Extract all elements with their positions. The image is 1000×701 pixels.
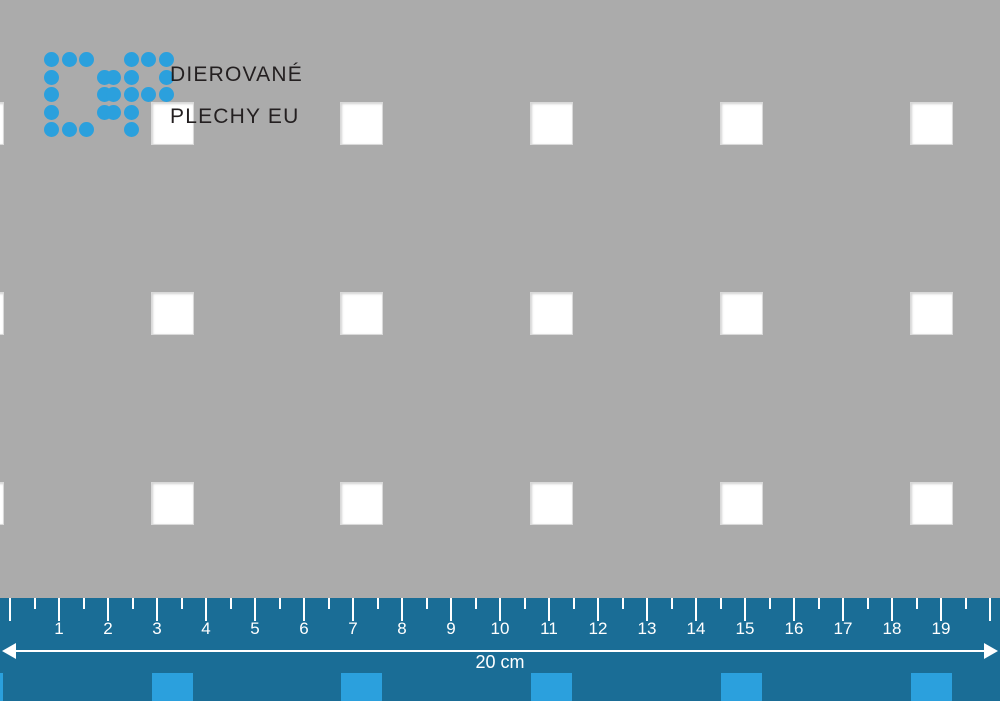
ruler-tick-minor [33, 598, 36, 609]
ruler-tick-major [254, 598, 256, 621]
hole-column-marker [911, 673, 952, 701]
ruler-tick-minor [425, 598, 428, 609]
ruler-tick-major [499, 598, 501, 621]
ruler-tick-minor [376, 598, 379, 609]
ruler-tick-major [695, 598, 697, 621]
perforation-hole [341, 103, 382, 144]
ruler-tick-minor [327, 598, 330, 609]
ruler-tick-major [107, 598, 109, 621]
hole-column-marker [341, 673, 382, 701]
hole-column-marker [0, 673, 3, 701]
ruler-tick-major [450, 598, 452, 621]
perforation-hole [531, 103, 572, 144]
ruler-tick-minor [866, 598, 869, 609]
ruler-tick-minor [621, 598, 624, 609]
ruler-tick-major [401, 598, 403, 621]
perforation-hole [341, 293, 382, 334]
perforation-hole [0, 103, 3, 144]
ruler-tick-major [9, 598, 11, 621]
ruler-tick-label: 10 [490, 619, 510, 638]
ruler-tick-major [891, 598, 893, 621]
ruler-tick-label: 2 [103, 619, 113, 638]
ruler-tick-label: 12 [588, 619, 608, 638]
scale-ruler: 1 2 3 4 5 6 7 8 9 10 11 12 13 14 15 16 17 18 19 20 cm [0, 598, 1000, 701]
ruler-tick-label: 14 [686, 619, 706, 638]
ruler-tick-major [793, 598, 795, 621]
perforation-hole [911, 103, 952, 144]
ruler-tick-major [646, 598, 648, 621]
ruler-tick-major [548, 598, 550, 621]
ruler-tick-minor [670, 598, 673, 609]
ruler-tick-minor [817, 598, 820, 609]
ruler-tick-major [597, 598, 599, 621]
perforation-hole [721, 103, 762, 144]
ruler-tick-minor [278, 598, 281, 609]
ruler-tick-minor [719, 598, 722, 609]
ruler-tick-major [58, 598, 60, 621]
ruler-tick-minor [915, 598, 918, 609]
ruler-tick-major [352, 598, 354, 621]
ruler-tick-minor [180, 598, 183, 609]
ruler-tick-label: 5 [250, 619, 260, 638]
ruler-tick-label: 6 [299, 619, 309, 638]
perforation-hole [531, 483, 572, 524]
scale-arrow-right [984, 643, 998, 659]
ruler-tick-label: 19 [931, 619, 951, 638]
ruler-tick-minor [131, 598, 134, 609]
ruler-tick-label: 11 [540, 619, 558, 638]
perforation-hole [152, 103, 193, 144]
ruler-tick-major [989, 598, 991, 621]
hole-column-marker [721, 673, 762, 701]
perforation-hole [0, 483, 3, 524]
ruler-tick-minor [474, 598, 477, 609]
perforation-hole [721, 483, 762, 524]
ruler-tick-label: 1 [54, 619, 64, 638]
perforation-hole [152, 293, 193, 334]
scale-span-label: 20 cm [475, 652, 525, 672]
ruler-tick-major [156, 598, 158, 621]
hole-column-marker [531, 673, 572, 701]
ruler-tick-minor [964, 598, 967, 609]
ruler-tick-major [744, 598, 746, 621]
perforation-hole [721, 293, 762, 334]
ruler-tick-label: 9 [446, 619, 456, 638]
ruler-tick-label: 8 [397, 619, 407, 638]
ruler-tick-major [205, 598, 207, 621]
hole-column-marker [152, 673, 193, 701]
perforation-hole [0, 293, 3, 334]
perforated-sheet [0, 103, 952, 524]
perforation-hole [152, 483, 193, 524]
ruler-tick-minor [768, 598, 771, 609]
scale-arrow-left [2, 643, 16, 659]
ruler-tick-minor [229, 598, 232, 609]
ruler-tick-label: 13 [637, 619, 657, 638]
ruler-tick-minor [82, 598, 85, 609]
ruler-tick-major [842, 598, 844, 621]
ruler-tick-label: 17 [833, 619, 853, 638]
ruler-tick-major [940, 598, 942, 621]
ruler-tick-label: 16 [784, 619, 804, 638]
ruler-tick-label: 7 [348, 619, 358, 638]
ruler-tick-label: 4 [201, 619, 211, 638]
ruler-tick-label: 15 [735, 619, 755, 638]
perforation-hole [531, 293, 572, 334]
perforation-hole [911, 293, 952, 334]
scale-arrow-line [10, 650, 990, 652]
perforation-hole [911, 483, 952, 524]
ruler-tick-label: 18 [882, 619, 902, 638]
ruler-tick-major [303, 598, 305, 621]
ruler-tick-label: 3 [152, 619, 162, 638]
ruler-tick-minor [572, 598, 575, 609]
ruler-tick-minor [523, 598, 526, 609]
perforation-hole [341, 483, 382, 524]
